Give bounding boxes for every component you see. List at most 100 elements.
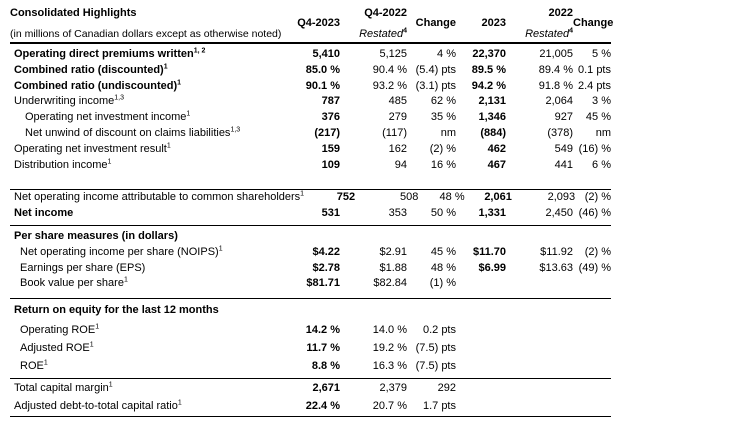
column-header-change-year: Change	[573, 4, 614, 42]
cell-2023	[456, 341, 506, 357]
cell-2022: 2,450	[545, 207, 573, 220]
table-row: Operating direct premiums written1, 2 5,4…	[10, 47, 611, 63]
cell-q4-2023: $2.78	[312, 261, 340, 274]
row-label: Operating direct premiums written1, 2	[14, 47, 206, 60]
table-title-block: Consolidated Highlights (in millions of …	[10, 4, 286, 42]
section-header-row: Return on equity for the last 12 months	[10, 303, 611, 319]
section-label: Return on equity for the last 12 months	[14, 304, 219, 317]
cell-change-quarter: 16 %	[430, 158, 456, 171]
footnote-marker: 1	[163, 63, 168, 71]
consolidated-highlights-table: Consolidated Highlights (in millions of …	[10, 4, 614, 417]
cell-2023: 2,061	[484, 191, 512, 204]
column-header-2023: 2023	[456, 4, 506, 42]
separator-line	[10, 189, 611, 191]
cell-2022	[506, 399, 573, 415]
cell-2022: (378)	[547, 126, 573, 139]
cell-change-quarter: 45 %	[430, 245, 456, 258]
cell-change-year: (2) %	[584, 245, 611, 258]
cell-q4-2022: 20.7 %	[372, 400, 407, 413]
cell-q4-2022: 94	[394, 158, 407, 171]
cell-q4-2022: 16.3 %	[372, 359, 407, 372]
cell-change-year: nm	[595, 126, 611, 139]
cell-q4-2023: 531	[321, 207, 340, 220]
cell-q4-2023: $81.71	[306, 277, 340, 290]
cell-q4-2023: $4.22	[312, 245, 340, 258]
row-label: Combined ratio (discounted)1	[14, 63, 168, 76]
cell-2023: 1,331	[478, 207, 506, 220]
cell-2023: (884)	[480, 126, 506, 139]
row-label: Operating net investment result1	[14, 142, 171, 155]
table-row: Underwriting income1,3 787 485 62 % 2,131 2,0…	[10, 94, 611, 110]
table-row: Total capital margin1 2,671 2,379 292	[10, 381, 611, 397]
cell-q4-2023: 90.1 %	[305, 79, 340, 92]
table-row: Operating net investment result1 159 162 (2…	[10, 142, 611, 158]
cell-q4-2022: 93.2 %	[372, 79, 407, 92]
cell-q4-2023: 14.2 %	[305, 323, 340, 336]
table-row: Book value per share1 $81.71 $82.84 (1) %	[10, 276, 611, 292]
column-header-2022-restated: 2022 Restated4	[506, 4, 573, 42]
cell-2023: 467	[487, 158, 506, 171]
cell-q4-2023: 376	[321, 111, 340, 124]
row-label: Operating ROE1	[20, 323, 100, 336]
separator-line	[10, 378, 611, 380]
table-row: ROE1 8.8 % 16.3 % (7.5) pts	[10, 359, 611, 375]
cell-change-quarter: 48 %	[439, 191, 465, 204]
footnote-marker: 1	[95, 323, 100, 331]
footnote-marker: 1,3	[114, 94, 124, 102]
cell-change-year	[573, 399, 611, 415]
table-row: Combined ratio (undiscounted)1 90.1 % 93.2…	[10, 79, 611, 95]
cell-q4-2022: $82.84	[373, 277, 407, 290]
cell-q4-2022: 90.4 %	[372, 63, 407, 76]
footnote-marker: 1	[107, 157, 112, 165]
cell-change-year	[573, 341, 611, 357]
cell-q4-2022: $2.91	[379, 245, 407, 258]
cell-q4-2022: 279	[388, 111, 407, 124]
cell-2023: 2,131	[478, 95, 506, 108]
table-row: Earnings per share (EPS) $2.78 $1.88 48 % $6…	[10, 261, 611, 277]
cell-q4-2023: 22.4 %	[305, 400, 340, 413]
table-row: Adjusted ROE1 11.7 % 19.2 % (7.5) pts	[10, 341, 611, 357]
cell-change-year: 45 %	[585, 111, 611, 124]
cell-2022	[506, 359, 573, 375]
footnote-marker: 1	[177, 399, 182, 407]
cell-change-quarter: 4 %	[437, 48, 456, 60]
cell-change-quarter: 0.2 pts	[422, 323, 456, 336]
cell-change-year: (46) %	[578, 207, 611, 220]
row-label: Combined ratio (undiscounted)1	[14, 78, 182, 92]
cell-change-quarter: (7.5) pts	[415, 341, 456, 354]
table-row: Operating ROE1 14.2 % 14.0 % 0.2 pts	[10, 323, 611, 339]
cell-2023: 22,370	[472, 48, 506, 60]
cell-2022: 927	[554, 111, 573, 124]
table-row: Net operating income per share (NOIPS)1 $…	[10, 245, 611, 261]
cell-q4-2022: 485	[388, 95, 407, 108]
cell-q4-2023: 159	[321, 142, 340, 155]
row-label: Net operating income per share (NOIPS)1	[20, 245, 223, 258]
cell-q4-2022: 2,379	[379, 382, 407, 395]
restated-note: Restated4	[359, 27, 407, 40]
restated-note: Restated4	[525, 27, 573, 40]
cell-2023: 1,346	[478, 111, 506, 124]
footnote-marker: 1	[177, 78, 182, 86]
cell-q4-2022: 5,125	[379, 48, 407, 60]
row-label: Book value per share1	[20, 276, 128, 290]
cell-2023	[456, 359, 506, 375]
column-header-q4-2022-restated: Q4-2022 Restated4	[340, 4, 407, 42]
cell-2022: 2,093	[547, 191, 576, 204]
cell-2023: 94.2 %	[471, 79, 506, 92]
footnote-marker: 1	[300, 190, 305, 198]
row-label: Operating net investment income1	[25, 110, 191, 124]
footnote-marker: 1	[43, 358, 48, 366]
footnote-marker: 1,3	[230, 126, 241, 134]
column-header-label: Change	[573, 17, 614, 29]
cell-2023: 462	[487, 142, 506, 155]
cell-change-quarter: 35 %	[430, 111, 456, 124]
cell-q4-2023: 85.0 %	[305, 63, 340, 76]
footnote-marker: 4	[569, 27, 573, 35]
cell-change-year	[573, 359, 611, 375]
row-label: Distribution income1	[14, 157, 112, 171]
footnote-marker: 4	[403, 27, 407, 35]
column-header-label: Q4-2022	[364, 7, 407, 19]
table-row: Distribution income1 109 94 16 % 467 441 6 %	[10, 158, 611, 174]
cell-change-quarter: 292	[437, 382, 456, 395]
